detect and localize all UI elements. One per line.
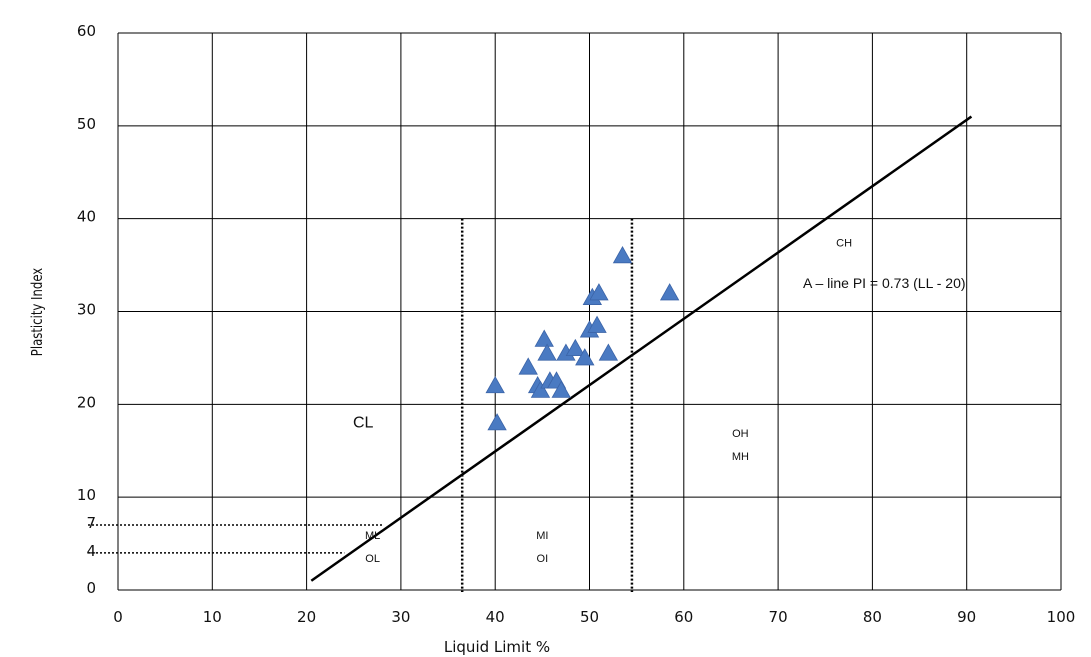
x-tick-label: 70 [769,608,788,626]
x-tick-label: 0 [113,608,123,626]
region-label: OL [365,553,380,565]
region-label: MH [732,451,749,463]
region-label: ML [365,530,380,542]
y-tick-label: 40 [77,208,96,226]
data-point-triangle [565,338,586,357]
y-tick-label: 10 [77,486,96,504]
y-tick-label: 50 [77,115,96,133]
x-tick-label: 100 [1047,608,1076,626]
x-tick-label: 80 [863,608,882,626]
x-tick-label: 10 [203,608,222,626]
x-tick-label: 60 [674,608,693,626]
y-axis-title: Plasticity Index [30,268,47,356]
x-tick-label: 30 [391,608,410,626]
data-point-triangle [659,283,680,301]
x-tick-label: 90 [957,608,976,626]
a-line-layer [310,115,973,582]
a-line-equation: A – line PI = 0.73 (LL - 20) [803,275,966,291]
y-tick-label: 20 [77,393,96,411]
annotations-layer: CL ML OL MI OI OH MH CH [353,238,852,566]
region-label: OI [537,553,549,565]
data-point-triangle [612,245,633,264]
data-point-triangle [551,380,571,398]
y-tick-label: 7 [86,514,96,532]
region-label: OH [732,428,749,440]
data-point-triangle [487,413,507,431]
data-point-triangle [537,343,557,361]
y-tick-label: 30 [77,301,96,319]
points-layer [485,245,680,431]
data-point-triangle [534,329,554,347]
data-point-triangle [485,375,505,394]
x-tick-labels: 0 10 20 30 40 50 60 70 80 90 100 [113,608,1075,626]
data-point-triangle [530,380,551,398]
region-label: CL [353,415,374,432]
region-label: CH [836,238,852,250]
a-line [310,115,973,582]
data-point-triangle [598,343,619,361]
y-tick-labels: 0 4 7 10 20 30 40 50 60 [77,22,96,597]
x-tick-label: 40 [486,608,505,626]
data-point-triangle [587,315,607,333]
data-point-triangle [589,283,609,301]
y-tick-label: 60 [77,22,96,40]
region-label: MI [536,530,548,542]
data-point-triangle [518,357,538,375]
guide-lines-layer [88,218,634,592]
x-tick-label: 20 [297,608,316,626]
grid-layer [117,32,1062,591]
x-axis-title: Liquid Limit % [444,638,550,656]
data-point-triangle [575,348,595,366]
x-tick-label: 50 [580,608,599,626]
y-tick-label: 0 [86,579,96,597]
y-tick-label: 4 [86,542,96,560]
